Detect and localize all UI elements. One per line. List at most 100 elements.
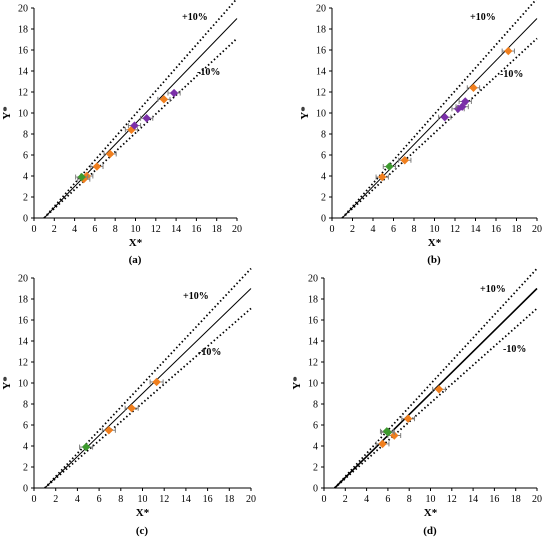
y-tick-label: 0 [23,214,28,225]
data-point-orange [378,172,387,182]
minus-10-annotation: -10% [503,344,526,355]
chart-panel-a: 0 2 4 6 8 10 12 14 16 18 20 0 2 4 6 8 10 12 14 16 18 20 X* Y* +1… [1,0,242,266]
x-tick-label: 4 [371,224,376,235]
y-tick-label: 10 [316,109,326,120]
data-point-purple [142,114,151,123]
chart-panel-c: 0 2 4 6 8 10 12 14 16 18 20 0 2 4 6 8 10 12 14 16 18 20 X* Y* +1… [1,267,256,537]
x-tick-label: 0 [330,224,335,235]
x-tick-label: 16 [203,494,213,505]
x-tick-label: 14 [471,224,481,235]
y-tick-label: 10 [18,109,28,120]
x-axis-label: X* [129,237,143,249]
data-point-green [383,428,393,437]
panel-caption: (b) [427,254,441,266]
y-tick-label: 10 [18,379,28,390]
x-tick-label: 20 [246,494,256,505]
y-tick-label: 4 [23,172,28,183]
y-tick-label: 4 [23,442,28,453]
x-tick-label: 4 [364,494,369,505]
y-tick-label: 14 [308,337,318,348]
panel-caption: (c) [136,525,149,537]
x-tick-label: 14 [468,494,478,505]
data-point-orange [92,162,102,171]
data-point-green [81,442,91,452]
y-tick-label: 0 [313,484,318,495]
chart-panel-d: 0 2 4 6 8 10 12 14 16 18 20 0 2 4 6 8 10 12 14 16 18 20 X* Y* +1… [291,267,542,537]
y-tick-label: 10 [308,379,318,390]
parity-line [44,288,252,489]
x-tick-label: 6 [385,494,390,505]
y-tick-label: 12 [316,88,326,99]
plus-10-annotation: +10% [470,12,496,23]
y-tick-label: 18 [18,25,28,36]
x-tick-label: 12 [450,224,460,235]
data-point-orange [469,83,478,92]
plus-10-line [341,0,537,219]
y-axis-label: Y* [299,106,311,120]
x-tick-label: 18 [512,224,522,235]
data-point-orange [104,426,114,435]
x-tick-label: 18 [212,224,222,235]
x-tick-label: 4 [72,224,77,235]
y-tick-label: 14 [18,337,28,348]
data-point-orange [105,149,115,159]
data-point-orange [378,439,387,449]
y-tick-label: 8 [321,130,326,141]
y-tick-label: 4 [321,172,326,183]
x-tick-label: 10 [138,494,148,505]
plus-10-annotation: +10% [480,284,506,295]
data-point-orange [400,156,409,165]
data-point-purple [461,97,470,106]
minus-10-annotation: -10% [198,347,221,358]
x-tick-label: 18 [224,494,234,505]
data-point-purple [440,113,449,122]
x-axis-label: X* [428,237,442,249]
panel-caption: (d) [423,525,437,537]
plus-10-line [43,0,237,219]
minus-10-line [334,307,538,489]
x-tick-label: 16 [191,224,201,235]
y-tick-label: 2 [313,463,318,474]
data-point-orange [434,385,444,394]
x-tick-label: 8 [118,494,123,505]
data-point-purple [130,121,139,130]
data-point-orange [504,46,513,56]
minus-10-line [44,307,252,489]
y-tick-label: 12 [308,358,318,369]
y-tick-label: 6 [23,151,28,162]
y-tick-label: 6 [313,421,318,432]
x-tick-label: 8 [412,224,417,235]
data-point-orange [403,414,413,423]
y-tick-label: 16 [316,46,326,57]
y-tick-label: 12 [18,88,28,99]
data-point-orange [159,95,169,104]
x-tick-label: 20 [232,224,242,235]
data-point-green [385,162,394,171]
plus-10-line [44,267,252,489]
x-tick-label: 10 [430,224,440,235]
x-tick-label: 2 [52,224,57,235]
x-tick-label: 18 [511,494,521,505]
parity-line [341,18,538,219]
plus-10-line [333,267,538,489]
y-tick-label: 20 [18,274,28,285]
y-tick-label: 8 [313,400,318,411]
y-tick-label: 18 [308,295,318,306]
y-tick-label: 14 [316,67,326,78]
parity-line [334,287,538,489]
x-tick-label: 20 [532,494,542,505]
x-tick-label: 14 [181,494,191,505]
y-tick-label: 14 [18,67,28,78]
x-tick-label: 20 [532,224,542,235]
x-tick-label: 8 [407,494,412,505]
y-tick-label: 4 [313,442,318,453]
y-tick-label: 6 [321,151,326,162]
data-point-orange [152,377,161,387]
y-tick-label: 18 [18,295,28,306]
x-tick-label: 2 [53,494,58,505]
data-point-orange [82,171,91,181]
y-tick-label: 0 [23,484,28,495]
y-tick-label: 2 [23,193,28,204]
x-axis-label: X* [136,507,150,519]
